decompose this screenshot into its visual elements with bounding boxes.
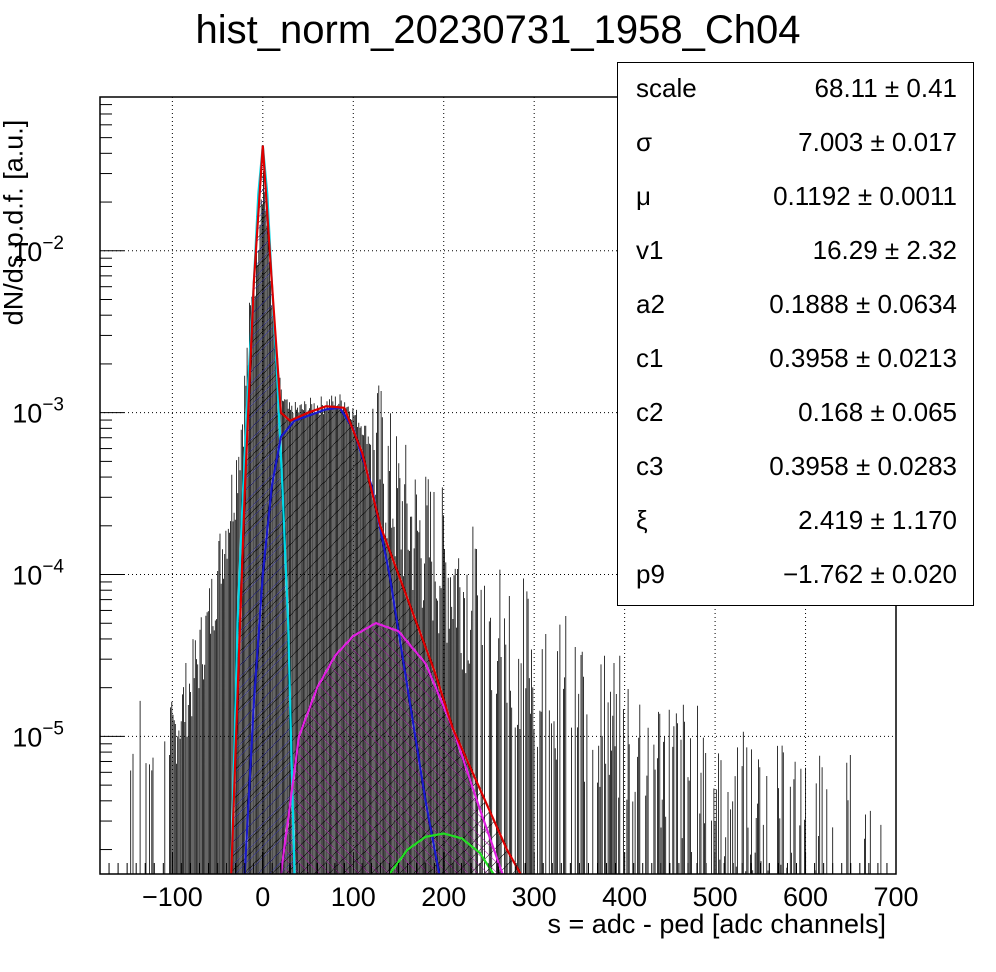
stat-row: c2 0.168 ± 0.065	[618, 387, 973, 441]
stat-value: 16.29 ± 2.32	[812, 235, 957, 265]
stat-name: σ	[636, 127, 653, 157]
y-tick-label: 10−5	[12, 718, 64, 752]
x-axis: −100 0 100 200 300 400 500 600 700	[99, 852, 919, 912]
stat-name: c3	[636, 451, 664, 481]
stat-row: c1 0.3958 ± 0.0213	[618, 333, 973, 387]
x-tick-label: 700	[873, 882, 918, 912]
stat-row: ξ 2.419 ± 1.170	[618, 495, 973, 549]
stat-name: v1	[636, 235, 664, 265]
x-tick-label: 300	[512, 882, 557, 912]
x-tick-label: 200	[421, 882, 466, 912]
stat-name: μ	[636, 181, 651, 211]
stat-row: scale 68.11 ± 0.41	[618, 63, 973, 117]
stat-row: v1 16.29 ± 2.32	[618, 225, 973, 279]
stat-value: 0.1888 ± 0.0634	[769, 289, 957, 319]
y-tick-label: 10−2	[12, 233, 64, 267]
x-axis-label: s = adc - ped [adc channels]	[547, 909, 886, 939]
fit-curve-3	[388, 832, 495, 874]
component-hatch	[280, 623, 503, 874]
x-tick-label: −100	[142, 882, 203, 912]
stat-row: μ 0.1192 ± 0.0011	[618, 171, 973, 225]
stat-name: scale	[636, 73, 697, 103]
fit-curve-4	[230, 145, 522, 874]
stat-name: c2	[636, 397, 664, 427]
y-tick-label: 10−3	[12, 395, 64, 429]
chart-title: hist_norm_20230731_1958_Ch04	[195, 8, 801, 52]
stat-name: p9	[636, 559, 665, 589]
stat-name: c1	[636, 343, 664, 373]
stat-name: ξ	[636, 505, 648, 535]
stat-row: a2 0.1888 ± 0.0634	[618, 279, 973, 333]
stat-value: 0.3958 ± 0.0283	[769, 451, 957, 481]
stat-row: σ 7.003 ± 0.017	[618, 117, 973, 171]
stat-name: a2	[636, 289, 665, 319]
y-tick-label: 10−4	[12, 557, 64, 591]
stat-row: c3 0.3958 ± 0.0283	[618, 441, 973, 495]
fit-curve-1	[243, 406, 441, 874]
stat-value: 0.3958 ± 0.0213	[769, 343, 957, 373]
x-tick-label: 0	[255, 882, 270, 912]
stat-value: 0.168 ± 0.065	[798, 397, 957, 427]
y-axis: 10−2 10−3 10−4 10−5	[12, 104, 124, 851]
fit-stats-box: scale 68.11 ± 0.41 σ 7.003 ± 0.017 μ 0.1192 ±…	[617, 62, 974, 606]
stat-value: −1.762 ± 0.020	[782, 559, 957, 589]
x-tick-label: 500	[693, 882, 738, 912]
x-tick-label: 100	[331, 882, 376, 912]
stat-row: p9 −1.762 ± 0.020	[618, 549, 973, 603]
pedestal-hatch	[231, 145, 295, 874]
x-tick-label: 600	[783, 882, 828, 912]
stat-value: 7.003 ± 0.017	[798, 127, 957, 157]
stat-value: 0.1192 ± 0.0011	[773, 181, 957, 211]
stat-value: 2.419 ± 1.170	[798, 505, 957, 535]
stat-value: 68.11 ± 0.41	[814, 73, 957, 103]
fit-curve-2	[279, 621, 504, 874]
x-tick-label: 400	[602, 882, 647, 912]
fit-curves	[230, 145, 522, 874]
